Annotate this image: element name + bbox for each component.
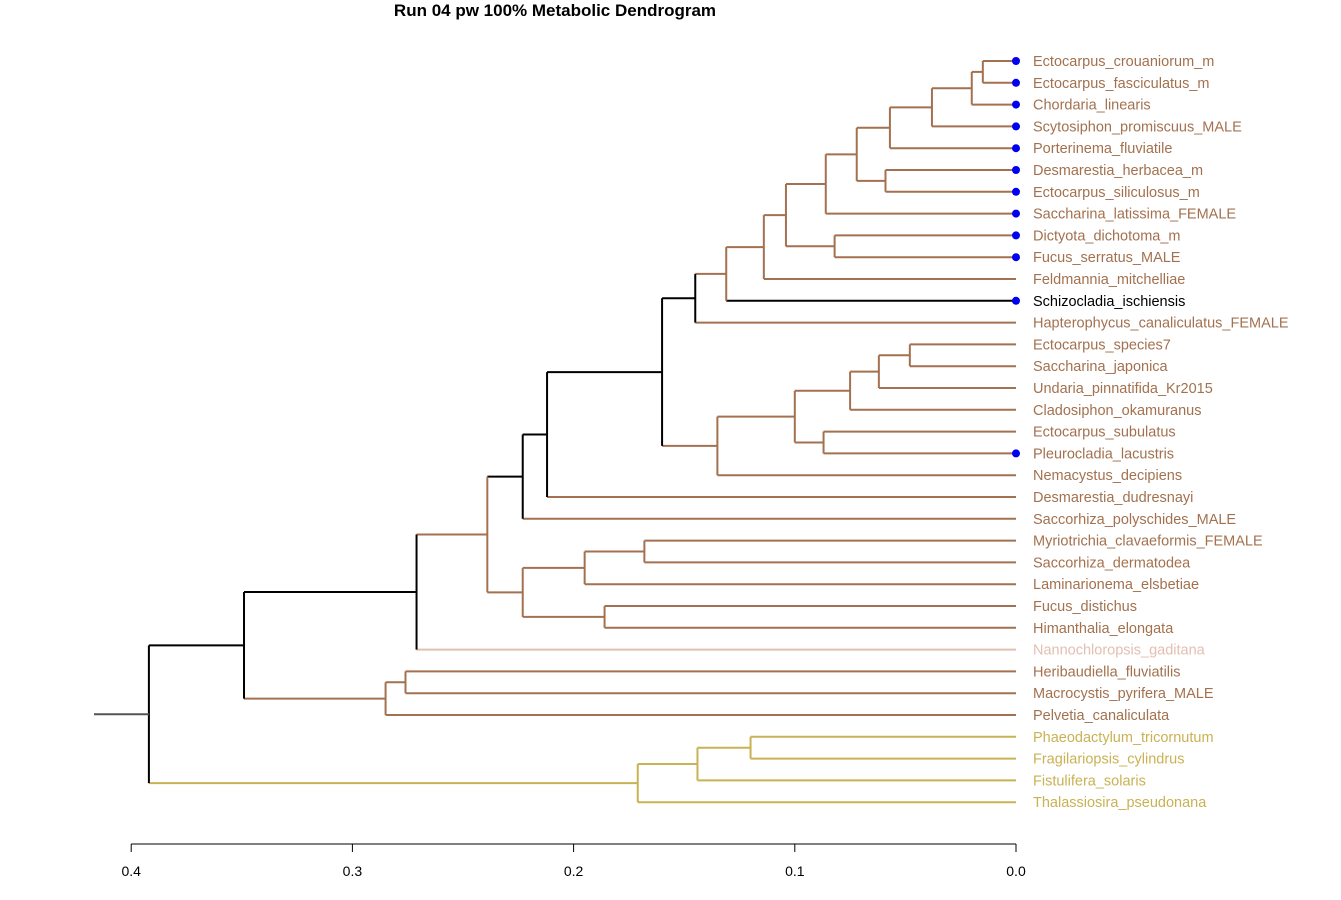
leaf-label: Thalassiosira_pseudonana — [1033, 795, 1207, 811]
leaf-label: Heribaudiella_fluviatilis — [1033, 664, 1181, 680]
leaf-label: Ectocarpus_fasciculatus_m — [1033, 76, 1210, 92]
leaf-markers — [1012, 57, 1020, 458]
leaf-label: Cladosiphon_okamuranus — [1033, 403, 1201, 419]
tree-edges — [94, 60, 1016, 804]
leaf-label: Ectocarpus_siliculosus_m — [1033, 185, 1200, 201]
leaf-label: Saccorhiza_polyschides_MALE — [1033, 512, 1236, 528]
tick-label: 0.4 — [121, 863, 141, 879]
leaf-label: Macrocystis_pyrifera_MALE — [1033, 686, 1214, 702]
tick-label: 0.3 — [343, 863, 363, 879]
leaf-label: Laminarionema_elsbetiae — [1033, 577, 1199, 593]
leaf-label: Hapterophycus_canaliculatus_FEMALE — [1033, 316, 1289, 332]
leaf-marker — [1012, 253, 1020, 262]
leaf-label: Saccorhiza_dermatodea — [1033, 555, 1191, 571]
leaf-label: Dictyota_dichotoma_m — [1033, 228, 1181, 244]
leaf-label: Fucus_distichus — [1033, 599, 1137, 615]
leaf-label: Fucus_serratus_MALE — [1033, 250, 1181, 266]
leaf-label: Nemacystus_decipiens — [1033, 468, 1182, 484]
leaf-marker — [1012, 296, 1020, 305]
leaf-marker — [1012, 100, 1020, 109]
chart-title: Run 04 pw 100% Metabolic Dendrogram — [394, 1, 716, 20]
leaf-label: Chordaria_linearis — [1033, 98, 1151, 114]
leaf-labels: Ectocarpus_crouaniorum_m Ectocarpus_fasci… — [1033, 54, 1289, 811]
leaf-label: Fistulifera_solaris — [1033, 773, 1146, 789]
leaf-marker — [1012, 187, 1020, 196]
leaf-label: Undaria_pinnatifida_Kr2015 — [1033, 381, 1213, 397]
leaf-label: Ectocarpus_species7 — [1033, 337, 1171, 353]
tick-label: 0.0 — [1006, 863, 1026, 879]
leaf-label: Desmarestia_herbacea_m — [1033, 163, 1203, 179]
leaf-label: Desmarestia_dudresnayi — [1033, 490, 1193, 506]
leaf-label: Ectocarpus_crouaniorum_m — [1033, 54, 1214, 70]
tick-label: 0.1 — [785, 863, 805, 879]
leaf-marker — [1012, 144, 1020, 153]
leaf-label: Scytosiphon_promiscuus_MALE — [1033, 119, 1242, 135]
leaf-label: Pelvetia_canaliculata — [1033, 708, 1170, 724]
leaf-marker — [1012, 231, 1020, 240]
leaf-label: Porterinema_fluviatile — [1033, 141, 1172, 157]
x-axis: 0.4 0.3 0.2 0.1 0.0 — [121, 843, 1026, 879]
leaf-marker — [1012, 57, 1020, 65]
leaf-label: Feldmannia_mitchelliae — [1033, 272, 1185, 288]
leaf-marker — [1012, 209, 1020, 218]
leaf-label: Himanthalia_elongata — [1033, 621, 1174, 637]
leaf-marker — [1012, 449, 1020, 458]
leaf-label: Schizocladia_ischiensis — [1033, 294, 1185, 310]
leaf-label: Ectocarpus_subulatus — [1033, 425, 1176, 441]
leaf-label: Phaeodactylum_tricornutum — [1033, 730, 1214, 746]
leaf-marker — [1012, 166, 1020, 174]
leaf-label: Saccharina_latissima_FEMALE — [1033, 207, 1236, 223]
leaf-label: Myriotrichia_clavaeformis_FEMALE — [1033, 534, 1263, 550]
leaf-label: Pleurocladia_lacustris — [1033, 446, 1174, 462]
leaf-marker — [1012, 78, 1020, 87]
leaf-label: Saccharina_japonica — [1033, 359, 1169, 375]
tick-label: 0.2 — [564, 863, 584, 879]
leaf-label: Nannochloropsis_gaditana — [1033, 643, 1206, 659]
leaf-marker — [1012, 122, 1020, 131]
leaf-label: Fragilariopsis_cylindrus — [1033, 752, 1185, 768]
